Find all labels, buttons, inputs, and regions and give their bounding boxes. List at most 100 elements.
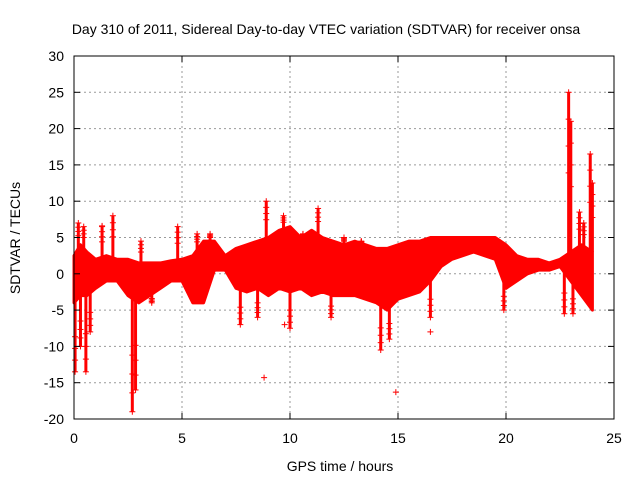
data-point bbox=[576, 226, 583, 233]
y-tick-label: 20 bbox=[48, 121, 64, 137]
y-tick-label: -15 bbox=[44, 375, 64, 391]
data-point bbox=[287, 307, 293, 314]
data-point bbox=[377, 347, 384, 354]
chart-title: Day 310 of 2011, Sidereal Day-to-day VTE… bbox=[72, 21, 581, 37]
data-point bbox=[132, 372, 139, 379]
data-point bbox=[427, 296, 434, 303]
data-point bbox=[287, 313, 293, 320]
data-point bbox=[80, 234, 87, 241]
data-point bbox=[589, 191, 596, 198]
data-point bbox=[129, 389, 136, 396]
data-point bbox=[567, 183, 574, 190]
data-point bbox=[109, 212, 116, 219]
data-point bbox=[576, 214, 583, 221]
data-point bbox=[194, 238, 201, 245]
data-point bbox=[77, 326, 84, 333]
data-point bbox=[386, 320, 393, 327]
data-point bbox=[561, 310, 568, 317]
data-point bbox=[280, 219, 287, 226]
data-point bbox=[99, 238, 106, 245]
y-tick-label: 5 bbox=[56, 230, 64, 246]
data-point bbox=[377, 339, 384, 346]
data-point bbox=[82, 343, 89, 350]
data-point bbox=[72, 357, 79, 364]
data-point bbox=[427, 314, 434, 321]
data-point bbox=[299, 231, 306, 238]
data-point bbox=[561, 296, 568, 303]
x-axis-ticks: 0 5 10 15 20 25 bbox=[70, 56, 622, 446]
data-point bbox=[263, 216, 270, 223]
data-point bbox=[315, 218, 322, 225]
data-point bbox=[427, 308, 434, 315]
data-point bbox=[137, 249, 144, 256]
data-point bbox=[174, 234, 181, 241]
data-point bbox=[132, 342, 139, 349]
data-point bbox=[87, 322, 94, 329]
data-point bbox=[386, 336, 393, 343]
data-point bbox=[72, 333, 79, 340]
data-point bbox=[82, 330, 89, 337]
data-point bbox=[82, 356, 89, 363]
data-point bbox=[427, 328, 434, 335]
data-point bbox=[237, 321, 244, 328]
y-tick-label: -5 bbox=[52, 302, 65, 318]
x-tick-label: 0 bbox=[70, 430, 78, 446]
y-tick-label: 30 bbox=[48, 48, 64, 64]
data-point bbox=[174, 240, 181, 247]
data-point bbox=[77, 317, 84, 324]
data-point bbox=[561, 303, 568, 310]
data-point bbox=[263, 210, 270, 217]
data-point bbox=[129, 408, 136, 415]
data-point bbox=[87, 328, 94, 335]
data-point bbox=[99, 222, 106, 229]
x-tick-label: 15 bbox=[390, 430, 406, 446]
data-point bbox=[328, 303, 335, 310]
data-point bbox=[589, 214, 596, 221]
data-point bbox=[132, 357, 139, 364]
data-point bbox=[565, 89, 572, 96]
data-point bbox=[87, 309, 94, 316]
y-tick-label: 10 bbox=[48, 193, 64, 209]
data-point bbox=[377, 332, 384, 339]
data-point bbox=[567, 161, 574, 168]
data-point bbox=[287, 325, 293, 332]
x-tick-label: 5 bbox=[178, 430, 186, 446]
data-point bbox=[99, 233, 106, 240]
data-point bbox=[587, 151, 594, 158]
data-point bbox=[237, 310, 244, 317]
data-point bbox=[237, 315, 244, 322]
data-point bbox=[72, 368, 79, 375]
data-point bbox=[109, 233, 116, 240]
y-tick-label: -20 bbox=[44, 411, 64, 427]
data-point bbox=[580, 231, 587, 238]
data-point bbox=[82, 368, 89, 375]
data-point bbox=[569, 295, 576, 302]
data-point bbox=[576, 209, 583, 216]
data-point bbox=[109, 219, 116, 226]
data-point bbox=[77, 334, 84, 341]
data-point bbox=[87, 315, 94, 322]
data-point bbox=[589, 180, 596, 187]
data-point bbox=[500, 293, 507, 300]
data-point bbox=[587, 167, 594, 174]
y-tick-label: -10 bbox=[44, 338, 64, 354]
y-tick-label: 25 bbox=[48, 84, 64, 100]
data-point bbox=[287, 319, 293, 326]
data-point bbox=[589, 203, 596, 210]
data-point bbox=[174, 223, 181, 230]
x-tick-label: 10 bbox=[282, 430, 298, 446]
data-point bbox=[174, 229, 181, 236]
data-point bbox=[341, 238, 347, 245]
y-axis-ticks: -20 -15 -10 -5 0 5 10 15 20 25 30 bbox=[44, 48, 614, 427]
data-point bbox=[99, 228, 106, 235]
data-point bbox=[358, 239, 365, 246]
data-band bbox=[72, 225, 594, 312]
x-tick-label: 20 bbox=[498, 430, 514, 446]
x-axis-label: GPS time / hours bbox=[287, 458, 394, 474]
data-point bbox=[567, 140, 574, 147]
data-point bbox=[207, 234, 214, 241]
data-point bbox=[567, 118, 574, 125]
data-point bbox=[263, 198, 270, 205]
data-point bbox=[281, 321, 288, 328]
